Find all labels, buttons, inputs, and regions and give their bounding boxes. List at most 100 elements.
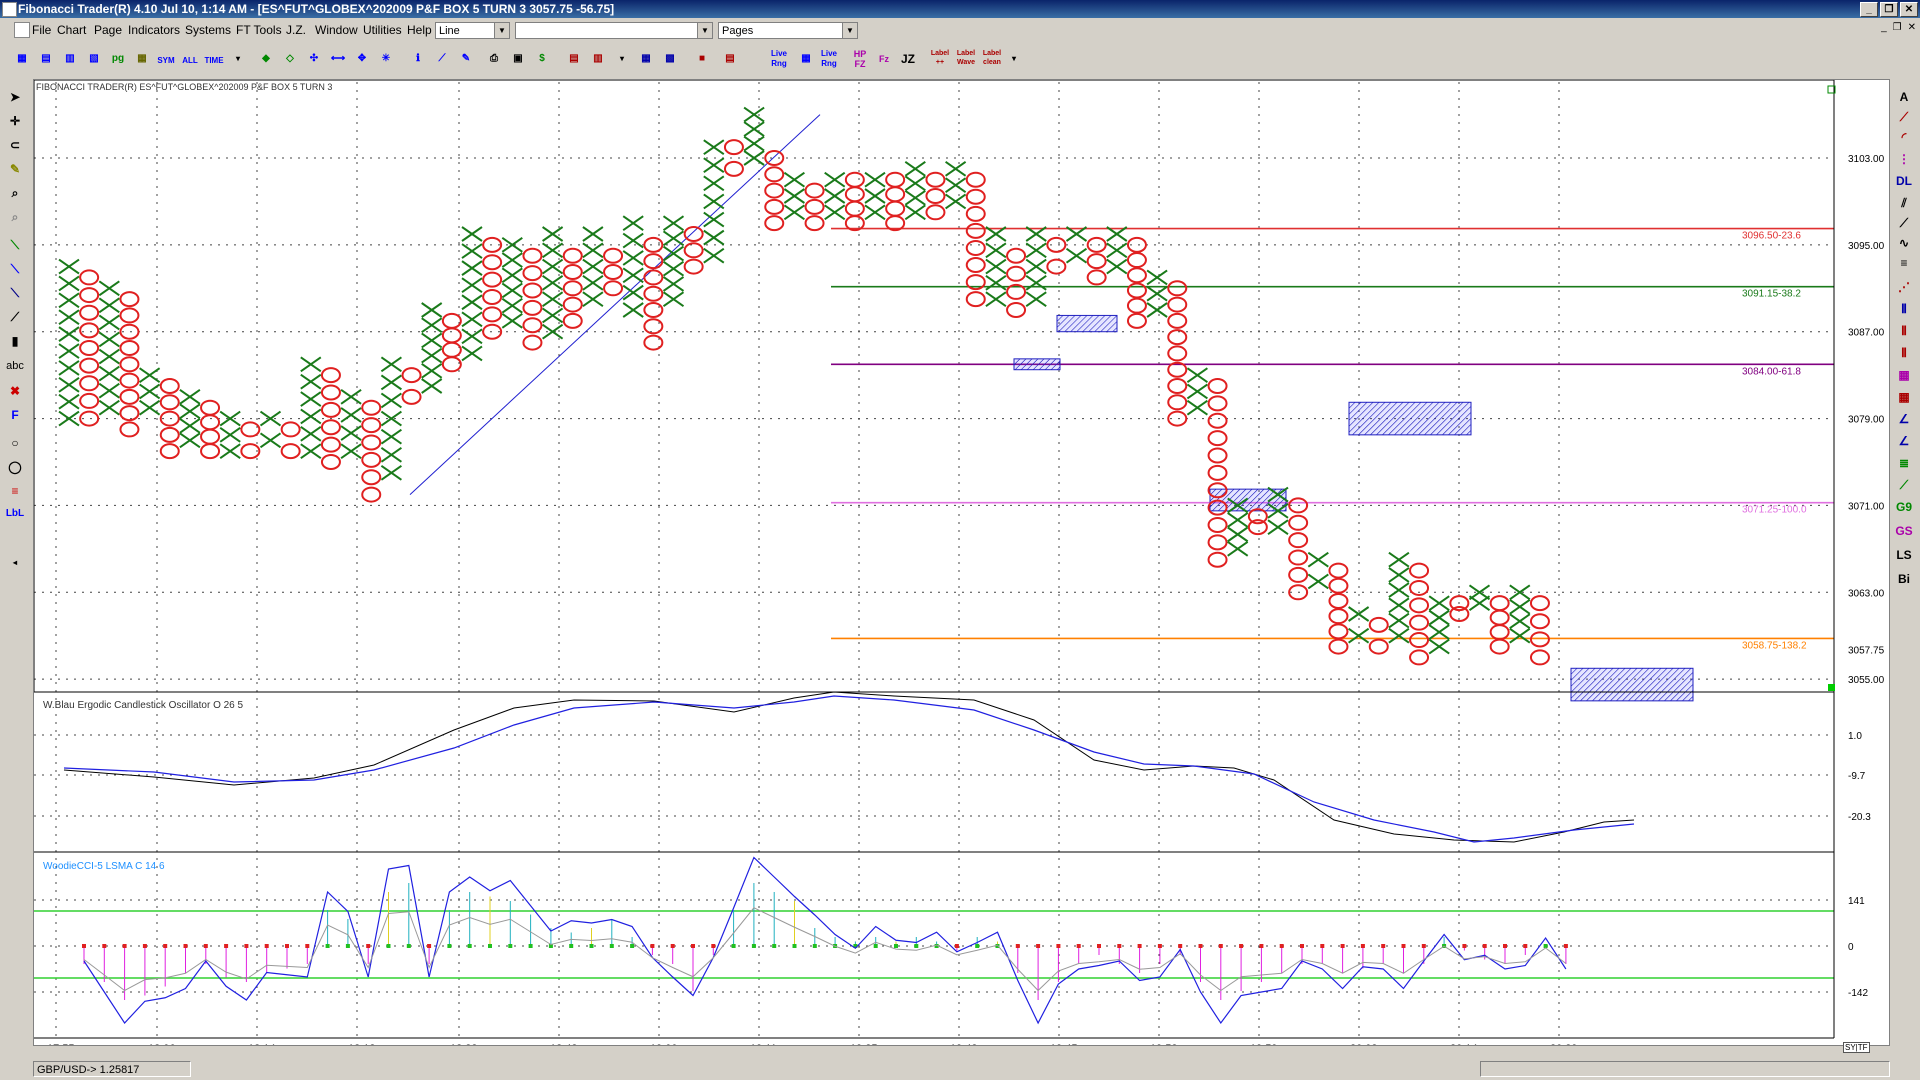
gann-icon[interactable]: ⟋	[1899, 478, 1909, 492]
all-button[interactable]: ALL	[182, 56, 198, 65]
zoom-icon[interactable]: ⌕	[11, 186, 19, 200]
angle2-icon[interactable]: ∠	[1898, 434, 1910, 448]
delete-icon[interactable]: ✖	[9, 384, 21, 398]
channel-icon[interactable]: ⫽	[1901, 196, 1907, 210]
fib-time-icon[interactable]: ⋮	[1898, 152, 1910, 166]
dollar-icon[interactable]: $	[539, 53, 545, 64]
sy-tf-badge[interactable]: SY|TF	[1843, 1042, 1870, 1053]
text-a-tool[interactable]: A	[1899, 90, 1909, 104]
zoom-h-icon[interactable]: ⟷	[330, 53, 346, 64]
mdi-close-button[interactable]: ✕	[1907, 22, 1916, 33]
live-range-button-2[interactable]: Live Rng	[820, 49, 837, 68]
label-tool[interactable]: LbL	[5, 508, 25, 519]
ls-tool[interactable]: LS	[1896, 548, 1912, 562]
fib-tool[interactable]: F	[11, 408, 19, 422]
fz-button[interactable]: Fz	[879, 54, 889, 64]
text-tool[interactable]: abc	[6, 360, 24, 372]
menu-ft-tools[interactable]: FT Tools	[236, 23, 282, 37]
open-chart-icon[interactable]: ▤	[41, 53, 51, 64]
jz-button[interactable]: JZ	[900, 52, 915, 66]
crosshair-icon[interactable]: ✳	[381, 53, 391, 64]
grid-tool-icon[interactable]: ▦	[1898, 368, 1910, 382]
angle-icon[interactable]: ∠	[1898, 412, 1910, 426]
grid2-icon[interactable]: ▦	[801, 53, 811, 64]
marker-icon[interactable]: ▮	[11, 334, 19, 348]
vlines3-icon[interactable]: ⦀	[1901, 346, 1907, 360]
dl-tool[interactable]: DL	[1896, 174, 1912, 188]
save-icon[interactable]: ▣	[513, 53, 523, 64]
magnet-icon[interactable]: ⊂	[9, 138, 21, 152]
g9-tool[interactable]: G9	[1895, 500, 1912, 514]
crosshair-tool-icon[interactable]: ✛	[9, 114, 21, 128]
vlines-icon[interactable]: ⦀	[1901, 302, 1907, 316]
chart-window[interactable]: 3096.50-23.6 3091.15-38.2 3084.00-61.8 3071…	[33, 79, 1890, 1055]
menu-window[interactable]: Window	[315, 23, 358, 37]
menu-chart[interactable]: Chart	[57, 23, 87, 37]
line-style-select[interactable]: Line ▼	[435, 22, 510, 39]
pf-chart-svg[interactable]: 3096.50-23.6 3091.15-38.2 3084.00-61.8 3071…	[33, 79, 1889, 1055]
minimize-button[interactable]: _	[1860, 2, 1878, 17]
menu-help[interactable]: Help	[407, 23, 432, 37]
menu-systems[interactable]: Systems	[185, 23, 232, 37]
tool-b-icon[interactable]: ◇	[286, 53, 294, 64]
vlines2-icon[interactable]: ⦀	[1901, 324, 1907, 338]
fib-ext-icon[interactable]: ⋰	[1898, 280, 1910, 294]
grid-icon[interactable]: ▦	[137, 53, 147, 64]
menu-jz[interactable]: J.Z.	[286, 23, 306, 37]
speed-line-icon[interactable]: ⟋	[1899, 216, 1909, 230]
gs-tool[interactable]: GS	[1895, 524, 1913, 538]
label-wave-button[interactable]: Label Wave	[956, 50, 976, 66]
cascade-icon[interactable]: ▩	[665, 53, 675, 64]
symbol-select[interactable]: ▼	[515, 22, 713, 39]
menu-utilities[interactable]: Utilities	[363, 23, 402, 37]
dropdown-icon[interactable]: ▾	[235, 54, 240, 63]
ray-icon[interactable]: ⟍	[10, 286, 20, 300]
menu-page[interactable]: Page	[94, 23, 123, 37]
bi-tool[interactable]: Bi	[1898, 572, 1910, 586]
fib-arc-icon[interactable]: ◜	[1901, 130, 1907, 144]
bars2-icon[interactable]: ▤	[725, 53, 735, 64]
cursor-icon[interactable]: ✣	[309, 53, 319, 64]
pointer-icon[interactable]: ➤	[9, 90, 21, 104]
print-icon[interactable]: ⎙	[490, 53, 498, 64]
bars-icon[interactable]: ▥	[65, 53, 75, 64]
mdi-minimize-button[interactable]: _	[1881, 22, 1887, 33]
tile-icon[interactable]: ▦	[641, 53, 651, 64]
menu-indicators[interactable]: Indicators	[128, 23, 181, 37]
maximize-button[interactable]: ❐	[1880, 2, 1898, 17]
move-icon[interactable]: ✥	[357, 53, 367, 64]
new-chart-icon[interactable]: ▦	[17, 53, 27, 64]
stop-icon[interactable]: ■	[698, 53, 706, 64]
label-clean-button[interactable]: Label clean	[982, 50, 1002, 66]
candles-icon[interactable]: ▧	[89, 53, 99, 64]
pages-select[interactable]: Pages ▼	[718, 22, 858, 39]
menu-file[interactable]: File	[32, 23, 52, 37]
fib-fan-icon[interactable]: ⟋	[1899, 110, 1909, 124]
hp-fz-button[interactable]: HP FZ	[853, 49, 867, 69]
dropdown3-icon[interactable]: ▾	[1011, 54, 1016, 63]
trendline-icon[interactable]: ⟍	[10, 238, 20, 252]
chart-tools-icon[interactable]: ▥	[593, 53, 603, 64]
sym-button[interactable]: SYM	[157, 56, 175, 65]
pitchfork-icon[interactable]: ⟋	[10, 310, 20, 324]
tool-a-icon[interactable]: ◆	[262, 53, 270, 64]
layers-icon[interactable]: ≣	[1898, 456, 1910, 470]
live-range-button-1[interactable]: Live Rng	[770, 49, 787, 68]
indicator-icon[interactable]: ▤	[569, 53, 579, 64]
lines-icon[interactable]: ≡	[11, 484, 19, 498]
collapse-left-icon[interactable]: ◂	[12, 558, 17, 567]
time-button[interactable]: TIME	[204, 56, 224, 65]
zoom-out-icon[interactable]: ⌕	[11, 210, 19, 224]
close-button[interactable]: ✕	[1900, 2, 1918, 17]
pg-icon[interactable]: pg	[111, 53, 125, 64]
grid-tool2-icon[interactable]: ▦	[1898, 390, 1910, 404]
info-icon[interactable]: ℹ	[416, 53, 420, 64]
label-plus-button[interactable]: Label ++	[930, 50, 950, 66]
trendline2-icon[interactable]: ⟍	[10, 262, 20, 276]
mdi-restore-button[interactable]: ❐	[1892, 22, 1902, 33]
line-draw-icon[interactable]: ⟋	[438, 53, 446, 64]
cycle-icon[interactable]: ∿	[1898, 236, 1910, 250]
ellipse-icon[interactable]: ◯	[8, 460, 22, 474]
circle-icon[interactable]: ○	[11, 436, 19, 450]
hlines-icon[interactable]: ≡	[1900, 256, 1908, 270]
